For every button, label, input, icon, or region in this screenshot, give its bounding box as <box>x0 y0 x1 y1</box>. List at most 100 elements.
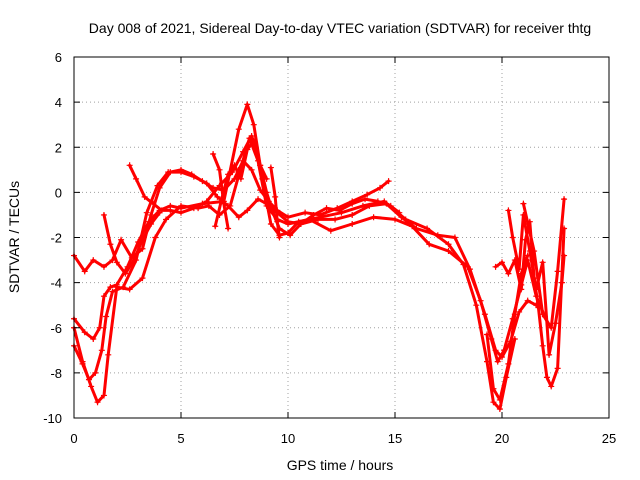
series-line-trace-8 <box>211 152 230 230</box>
data-point <box>188 171 195 178</box>
data-point <box>163 216 170 223</box>
data-point <box>392 216 398 223</box>
data-point <box>141 193 148 200</box>
data-point <box>178 202 184 209</box>
data-point <box>558 279 565 286</box>
data-point <box>374 198 381 205</box>
data-point <box>231 162 238 169</box>
data-point <box>248 166 255 173</box>
data-point <box>214 193 221 200</box>
data-point <box>492 347 499 354</box>
data-point <box>518 270 525 277</box>
y-tick-label: -2 <box>50 231 62 246</box>
data-point <box>244 207 251 214</box>
data-point <box>548 324 555 331</box>
data-point <box>552 320 559 327</box>
data-point <box>250 137 257 144</box>
data-point <box>445 241 452 248</box>
data-point <box>473 302 480 309</box>
data-point <box>105 351 112 358</box>
series-line-trace-4 <box>72 159 391 273</box>
data-point <box>263 175 270 182</box>
data-point <box>133 175 140 182</box>
data-point <box>107 241 114 248</box>
data-point <box>103 313 110 320</box>
data-point <box>276 234 283 241</box>
data-point <box>490 399 497 406</box>
data-point <box>561 252 568 259</box>
data-point <box>285 214 291 221</box>
data-point <box>167 207 174 214</box>
data-point <box>490 385 497 392</box>
data-point <box>113 259 120 266</box>
x-tick-labels: 0 5 10 15 20 25 <box>70 431 616 446</box>
data-point <box>466 266 473 273</box>
data-point <box>509 234 516 241</box>
data-point <box>505 360 512 367</box>
data-point <box>272 193 279 200</box>
data-point <box>100 392 107 399</box>
data-point <box>203 198 210 205</box>
y-tick-label: 4 <box>55 95 62 110</box>
data-point <box>323 205 330 212</box>
data-point <box>156 184 163 191</box>
data-point <box>539 259 546 266</box>
data-point <box>385 178 392 185</box>
data-point <box>267 164 274 171</box>
data-point <box>100 211 107 218</box>
data-point <box>426 241 433 248</box>
x-tick-label: 10 <box>281 431 295 446</box>
data-point <box>561 196 568 203</box>
y-tick-label: -4 <box>50 276 62 291</box>
data-point <box>524 252 531 259</box>
series-line-trace-2 <box>72 136 547 404</box>
data-point <box>492 263 499 270</box>
data-point <box>543 374 550 381</box>
data-point <box>178 209 184 216</box>
data-point <box>445 248 452 255</box>
data-point <box>190 205 197 212</box>
series-line-trace-12 <box>521 197 566 330</box>
data-point <box>314 216 321 223</box>
data-point <box>349 220 356 227</box>
data-point <box>481 311 488 318</box>
y-tick-label: 6 <box>55 50 62 65</box>
data-point <box>109 288 116 295</box>
data-point <box>210 184 217 191</box>
data-point <box>531 248 538 255</box>
data-point <box>413 225 420 232</box>
data-point <box>516 266 523 273</box>
data-point <box>120 284 127 291</box>
data-point <box>178 166 184 173</box>
y-tick-label: 2 <box>55 140 62 155</box>
data-point <box>516 308 523 315</box>
series-line-trace-6 <box>102 211 162 276</box>
data-point <box>225 202 232 209</box>
data-point <box>148 220 155 227</box>
data-point <box>524 297 531 304</box>
data-point <box>88 383 95 390</box>
data-point <box>244 101 251 108</box>
data-point <box>210 151 217 158</box>
data-point <box>499 354 505 361</box>
data-point <box>257 187 264 194</box>
data-point <box>387 202 394 209</box>
data-point <box>167 169 174 176</box>
data-point <box>270 209 277 216</box>
data-point <box>85 376 92 383</box>
data-point <box>366 202 373 209</box>
data-point <box>539 311 546 318</box>
series-line-trace-10 <box>494 220 566 388</box>
x-tick-label: 0 <box>70 431 77 446</box>
data-point <box>248 132 255 139</box>
data-point <box>362 196 369 203</box>
data-point <box>274 218 281 225</box>
data-point <box>205 202 212 209</box>
data-point <box>92 369 99 376</box>
data-point <box>126 162 133 169</box>
data-point <box>496 396 503 403</box>
data-point <box>100 263 107 270</box>
data-point <box>244 146 251 153</box>
data-point <box>484 331 491 338</box>
